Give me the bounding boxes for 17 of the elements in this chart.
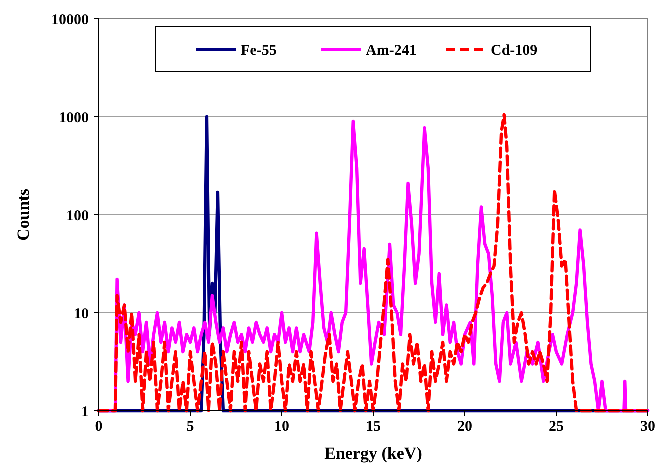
x-tick-label: 10	[274, 419, 290, 435]
legend-label: Fe-55	[241, 42, 277, 59]
x-tick-label: 15	[366, 419, 381, 435]
x-tick-label: 0	[95, 419, 103, 435]
y-tick-label: 1	[82, 404, 89, 420]
y-tick-label: 10000	[52, 12, 89, 28]
legend-label: Am-241	[366, 42, 417, 59]
y-tick-label: 100	[66, 208, 89, 224]
legend-label: Cd-109	[491, 42, 538, 59]
y-tick-label: 1000	[59, 110, 89, 126]
x-axis-title: Energy (keV)	[324, 444, 422, 463]
x-tick-label: 20	[458, 419, 472, 435]
y-axis-title: Counts	[14, 188, 33, 241]
x-tick-label: 30	[640, 419, 656, 435]
x-tick-label: 5	[186, 419, 194, 435]
y-tick-label: 10	[74, 306, 89, 322]
x-tick-label: 25	[549, 419, 564, 435]
